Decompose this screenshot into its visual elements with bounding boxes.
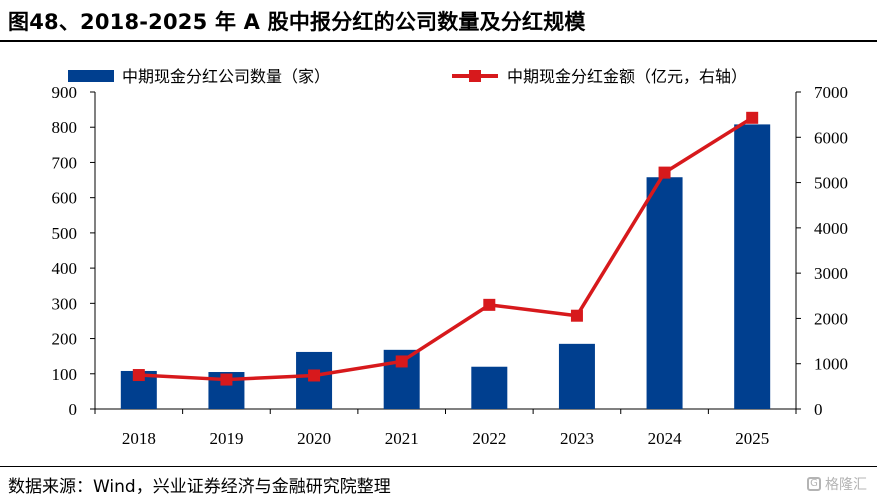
line-marker (658, 166, 671, 179)
legend-bar-label: 中期现金分红公司数量（家） (122, 67, 330, 86)
bar-series (120, 124, 771, 409)
y-left-tick-label: 0 (69, 400, 78, 419)
y-left-tick-label: 200 (52, 330, 78, 349)
x-tick-label: 2019 (209, 429, 243, 448)
y-left-tick-label: 400 (52, 259, 78, 278)
legend-line-marker (469, 70, 481, 82)
line-marker (132, 369, 145, 382)
y-left-tick-label: 300 (52, 294, 78, 313)
y-left-tick-label: 100 (52, 365, 78, 384)
source-note: 数据来源：Wind，兴业证券经济与金融研究院整理 (8, 477, 391, 497)
line-marker (308, 369, 321, 382)
y-right-tick-label: 0 (814, 400, 823, 419)
watermark-logo-icon: G (807, 477, 821, 491)
chart-axes: 0 100 200 300 400 500 600 700 800 900 0 1000 2000 300… (52, 83, 849, 448)
x-tick-label: 2018 (122, 429, 156, 448)
y-left-tick-label: 700 (52, 153, 78, 172)
line-marker (220, 373, 233, 386)
y-right-tick-label: 2000 (814, 309, 848, 328)
source-divider (0, 466, 877, 467)
bar (558, 343, 595, 409)
x-tick-label: 2023 (560, 429, 594, 448)
title-divider (0, 40, 877, 42)
figure-title: 图48、2018-2025 年 A 股中报分红的公司数量及分红规模 (8, 10, 586, 34)
y-right-tick-label: 5000 (814, 174, 848, 193)
line-series (132, 111, 759, 386)
bar (471, 366, 508, 409)
line-marker (570, 309, 583, 322)
y-right-tick-label: 7000 (814, 83, 848, 102)
bar (734, 124, 771, 409)
bar (646, 177, 683, 409)
line-marker (395, 355, 408, 368)
y-right-tick-label: 6000 (814, 128, 848, 147)
y-right-tick-label: 3000 (814, 264, 848, 283)
x-tick-label: 2021 (385, 429, 419, 448)
combo-chart: 中期现金分红公司数量（家） 中期现金分红金额（亿元，右轴） 0 100 200 300… (52, 67, 849, 448)
watermark: G 格隆汇 (807, 474, 867, 494)
x-tick-label: 2022 (472, 429, 506, 448)
line-marker (746, 111, 759, 124)
watermark-text: 格隆汇 (825, 477, 867, 493)
y-right-tick-label: 4000 (814, 219, 848, 238)
x-tick-label: 2025 (735, 429, 769, 448)
y-left-tick-label: 900 (52, 83, 78, 102)
legend-line-label: 中期现金分红金额（亿元，右轴） (507, 67, 747, 86)
line-marker (483, 298, 496, 311)
line-path (138, 116, 754, 382)
chart-legend: 中期现金分红公司数量（家） 中期现金分红金额（亿元，右轴） (68, 67, 747, 86)
y-left-tick-label: 800 (52, 118, 78, 137)
x-tick-label: 2020 (297, 429, 331, 448)
y-left-tick-label: 600 (52, 189, 78, 208)
y-left-tick-label: 500 (52, 224, 78, 243)
legend-bar-swatch (68, 70, 114, 82)
x-tick-label: 2024 (648, 429, 683, 448)
y-right-tick-label: 1000 (814, 355, 848, 374)
